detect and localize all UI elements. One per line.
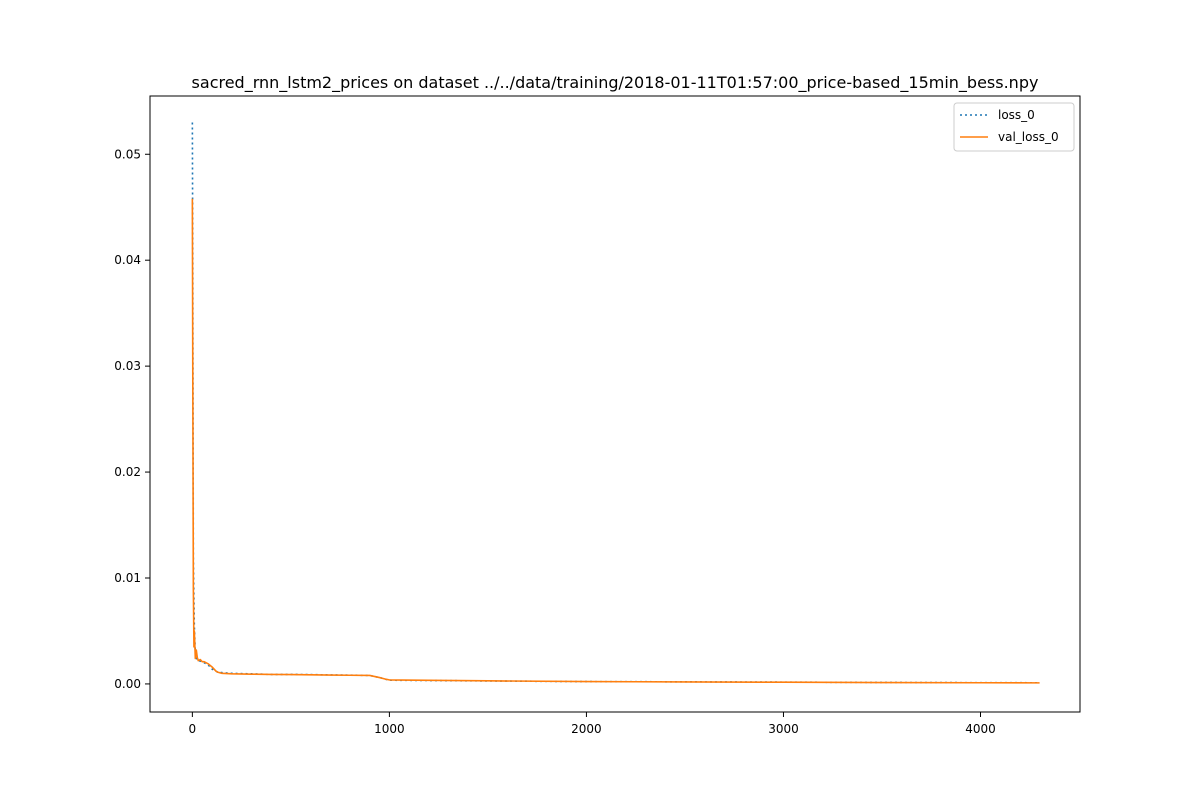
- x-tick-label: 3000: [768, 722, 799, 736]
- x-tick-label: 2000: [571, 722, 602, 736]
- x-tick-label: 0: [189, 722, 197, 736]
- y-tick-label: 0.04: [114, 253, 141, 267]
- legend-label-loss-0: loss_0: [998, 108, 1035, 122]
- legend-label-val-loss-0: val_loss_0: [998, 130, 1059, 144]
- y-tick-label: 0.01: [114, 571, 141, 585]
- legend-box: [953, 102, 1075, 152]
- y-tick-label: 0.00: [114, 677, 141, 691]
- series-line-val-loss-0: [191, 198, 1040, 684]
- series-layer: [191, 122, 1040, 684]
- x-tick-label: 4000: [965, 722, 996, 736]
- x-tick-label: 1000: [374, 722, 405, 736]
- plot-frame: [149, 95, 1081, 713]
- legend: loss_0 val_loss_0: [953, 102, 1075, 152]
- y-tick-label: 0.03: [114, 359, 141, 373]
- chart-title: sacred_rnn_lstm2_prices on dataset ../..…: [192, 73, 1039, 93]
- y-tick-label: 0.05: [114, 147, 141, 161]
- axes-layer: 0 1000 2000 3000 4000 0.00 0.01 0.02 0.03 0.04 0.0…: [114, 95, 1081, 736]
- y-tick-label: 0.02: [114, 465, 141, 479]
